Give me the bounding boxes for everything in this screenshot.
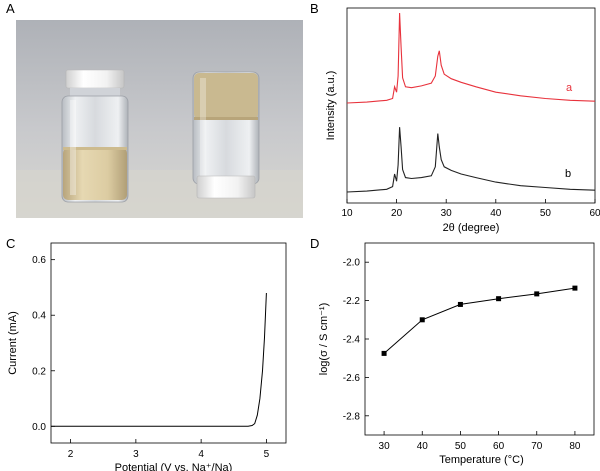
data-point-marker [419, 317, 425, 323]
panel-label-a: A [6, 1, 15, 16]
x-tick-label: 4 [198, 449, 204, 460]
series-a-line [346, 12, 596, 104]
plot-frame [364, 242, 595, 436]
series-b-line [346, 127, 596, 193]
series-a-label: a [566, 82, 573, 94]
x-tick-label: 20 [391, 208, 403, 219]
conductivity-chart: 30 40 50 60 70 80 -2.0 -2.2 -2.4 -2.6 -2.8 Temperat… [318, 242, 595, 466]
y-tick-label: 0.2 [32, 366, 46, 377]
x-tick-label: 40 [490, 208, 502, 219]
data-point-marker [534, 291, 540, 297]
panel-c: C 2 3 4 5 0.0 0.2 0.4 0.6 Potential (V vs. Na⁺/N… [6, 236, 287, 471]
x-tick-label: 30 [379, 441, 391, 452]
x-tick-label: 50 [455, 441, 467, 452]
y-axis-label: Intensity (a.u.) [325, 71, 337, 141]
y-axis-label: Current (mA) [7, 311, 19, 375]
upright-vial-image [61, 69, 129, 203]
x-tick-label: 80 [569, 441, 581, 452]
x-tick-label: 60 [493, 441, 505, 452]
panel-b: B 10 20 30 40 50 60 2θ (degree) Intensity (a.u.… [310, 1, 600, 234]
y-tick-label: -2.6 [343, 373, 361, 384]
x-tick-label: 70 [531, 441, 543, 452]
data-point-marker [381, 350, 387, 356]
y-tick-label: 0.6 [32, 255, 46, 266]
y-axis-label: log(σ / S cm⁻¹) [318, 303, 330, 376]
current-curve [51, 292, 267, 427]
x-tick-label: 60 [589, 208, 600, 219]
x-tick-label: 30 [441, 208, 453, 219]
panel-label-d: D [310, 236, 319, 251]
plot-frame [346, 7, 596, 204]
plot-frame [50, 242, 287, 444]
y-tick-label: 0.0 [32, 422, 46, 433]
series-b-label: b [565, 168, 571, 180]
x-tick-label: 10 [341, 208, 353, 219]
xrd-chart: 10 20 30 40 50 60 2θ (degree) Intensity (a.u.) a… [325, 7, 600, 234]
data-point-marker [457, 301, 463, 307]
x-tick-label: 5 [264, 449, 270, 460]
panel-label-b: B [310, 1, 319, 16]
x-tick-label: 2 [68, 449, 74, 460]
inverted-vial-image [192, 71, 260, 199]
panel-a: A [6, 1, 303, 218]
conductivity-line [383, 287, 575, 354]
panel-label-c: C [6, 236, 15, 251]
y-tick-label: -2.8 [343, 411, 361, 422]
lsv-chart: 2 3 4 5 0.0 0.2 0.4 0.6 Potential (V vs. Na⁺/Na)… [7, 242, 287, 471]
x-axis-label: 2θ (degree) [443, 222, 500, 234]
vial-photo [16, 20, 303, 218]
y-tick-label: 0.4 [32, 311, 46, 322]
panel-d: D 30 40 50 60 70 80 -2.0 -2.2 -2.4 -2.6 -2.8 Temper… [310, 236, 595, 466]
y-tick-label: -2.4 [343, 335, 361, 346]
y-tick-label: -2.0 [343, 258, 361, 269]
x-tick-label: 3 [133, 449, 139, 460]
x-axis-label: Temperature (°C) [439, 454, 523, 466]
x-axis-label: Potential (V vs. Na⁺/Na) [115, 462, 233, 471]
y-tick-label: -2.2 [343, 296, 361, 307]
x-tick-label: 50 [540, 208, 552, 219]
data-point-marker [572, 285, 578, 291]
data-point-marker [496, 296, 502, 302]
x-tick-label: 40 [417, 441, 429, 452]
